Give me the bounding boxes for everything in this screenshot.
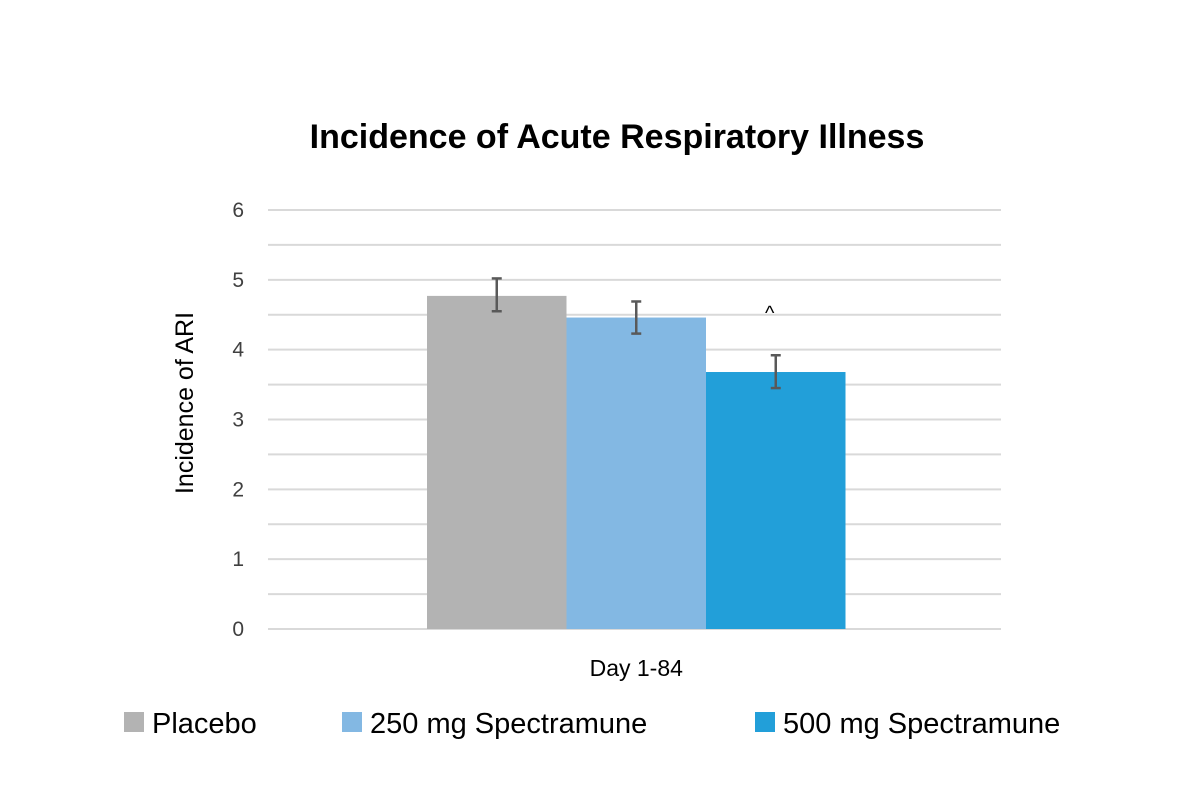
x-category-label: Day 1-84 bbox=[590, 655, 684, 681]
y-axis-label: Incidence of ARI bbox=[171, 312, 199, 494]
legend-item: 500 mg Spectramune bbox=[755, 708, 1060, 740]
x-axis-categories: Day 1-84 bbox=[590, 655, 684, 681]
legend-swatch bbox=[124, 712, 144, 732]
chart-title: Incidence of Acute Respiratory Illness bbox=[310, 118, 925, 156]
legend-item: Placebo bbox=[124, 708, 257, 740]
legend: Placebo 250 mg Spectramune 500 mg Spectram… bbox=[124, 708, 1060, 740]
bar-500-mg-spectramune bbox=[706, 372, 846, 629]
bars bbox=[427, 295, 846, 629]
y-tick-label: 1 bbox=[232, 548, 244, 571]
y-tick-label: 5 bbox=[232, 269, 244, 292]
legend-label: 500 mg Spectramune bbox=[783, 708, 1060, 740]
bar-placebo bbox=[427, 295, 567, 629]
legend-label: Placebo bbox=[152, 708, 257, 740]
error-bar bbox=[631, 300, 642, 335]
y-axis-ticks: 0 1 2 3 4 5 6 bbox=[232, 199, 244, 641]
significance-marker: ^ bbox=[765, 302, 775, 324]
legend-swatch bbox=[342, 712, 362, 732]
error-bars bbox=[491, 277, 781, 390]
y-tick-label: 6 bbox=[232, 199, 244, 222]
annotations: ^ bbox=[765, 302, 775, 324]
error-bar bbox=[770, 354, 781, 390]
legend-label: 250 mg Spectramune bbox=[370, 708, 647, 740]
legend-swatch bbox=[755, 712, 775, 732]
bar-250-mg-spectramune bbox=[566, 317, 706, 629]
legend-item: 250 mg Spectramune bbox=[342, 708, 647, 740]
y-tick-label: 0 bbox=[232, 618, 244, 641]
y-tick-label: 3 bbox=[232, 409, 244, 432]
error-bar bbox=[491, 277, 502, 313]
y-tick-label: 4 bbox=[232, 339, 244, 362]
y-tick-label: 2 bbox=[232, 478, 244, 501]
